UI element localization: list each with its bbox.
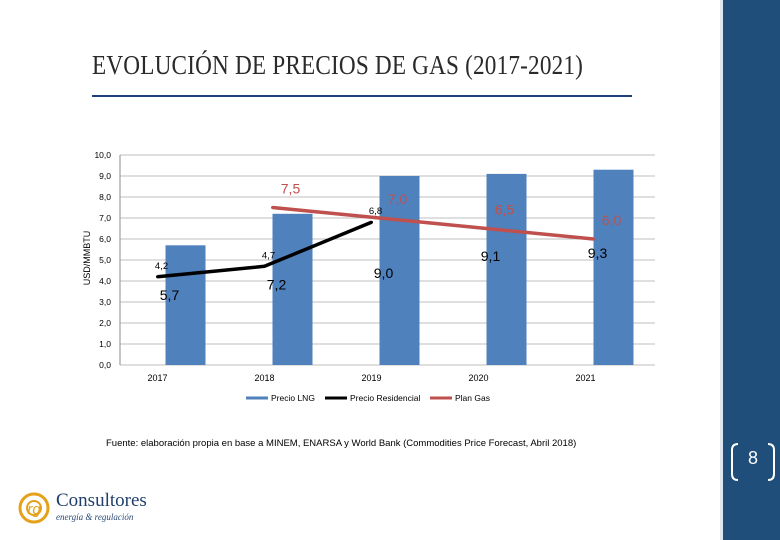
bracket-icon (731, 443, 775, 481)
plan-gas-data-label: 7,0 (388, 191, 408, 207)
slide-title: EVOLUCIÓN DE PRECIOS DE GAS (2017-2021) (92, 50, 584, 80)
x-tick-label: 2019 (361, 373, 381, 383)
residencial-data-label: 4,7 (262, 250, 275, 261)
legend-label: Precio LNG (271, 393, 315, 403)
legend: Precio LNG Precio Residencial Plan Gas (246, 393, 490, 403)
legend-label: Precio Residencial (350, 393, 421, 403)
x-tick-label: 2020 (468, 373, 488, 383)
y-axis-label: USD/MMBTU (82, 231, 92, 286)
source-note: Fuente: elaboración propia en base a MIN… (106, 438, 577, 449)
x-tick-labels: 2017 2018 2019 2020 2021 (147, 373, 595, 383)
y-tick-label: 9,0 (99, 171, 111, 181)
bar-data-label: 7,2 (267, 276, 287, 292)
x-tick-label: 2017 (147, 373, 167, 383)
plan-gas-data-label: 6,5 (495, 202, 515, 218)
logo-name: Consultores (56, 490, 147, 511)
plan-gas-data-label: 6,0 (602, 212, 622, 228)
x-tick-label: 2021 (575, 373, 595, 383)
data-labels: 5,7 7,2 9,0 9,1 9,3 4,2 4,7 6,8 7,5 7,0 6,5 6,0 (155, 181, 622, 303)
sidebar-edge (720, 0, 723, 540)
title-underline (92, 95, 632, 97)
series-point (592, 237, 595, 241)
y-tick-label: 5,0 (99, 255, 111, 265)
page-number-box: 8 (729, 442, 777, 482)
page-number: 8 (747, 448, 758, 468)
company-logo: rg Consultores energía & regulación (18, 490, 178, 530)
y-tick-label: 0,0 (99, 360, 111, 370)
y-tick-label: 7,0 (99, 213, 111, 223)
gas-price-chart: 0,0 1,0 2,0 3,0 4,0 5,0 6,0 7,0 8,0 9,0 10,0 USD/M… (82, 150, 655, 403)
bar (379, 176, 420, 365)
logo-tagline: energía & regulación (56, 512, 134, 522)
y-tick-label: 4,0 (99, 276, 111, 286)
logo-mark-icon: rg (18, 492, 50, 524)
logo-mark-text: rg (27, 501, 41, 518)
y-tick-labels: 0,0 1,0 2,0 3,0 4,0 5,0 6,0 7,0 8,0 9,0 10,0 (94, 150, 111, 370)
series-point (370, 220, 373, 224)
series-point (156, 275, 159, 279)
y-tick-label: 2,0 (99, 318, 111, 328)
legend-label: Plan Gas (455, 393, 490, 403)
bars (165, 169, 634, 365)
bar-data-label: 9,3 (588, 245, 608, 261)
y-tick-label: 10,0 (94, 150, 111, 160)
series-lines (156, 205, 595, 279)
series-point (485, 227, 488, 230)
y-tick-label: 3,0 (99, 297, 111, 307)
series-point (378, 216, 381, 220)
y-tick-label: 6,0 (99, 234, 111, 244)
bar-data-label: 5,7 (160, 287, 180, 303)
x-tick-label: 2018 (254, 373, 274, 383)
plan-gas-data-label: 7,5 (281, 181, 301, 197)
residencial-data-label: 6,8 (369, 206, 382, 217)
residencial-data-label: 4,2 (155, 261, 168, 272)
series-point (271, 206, 274, 209)
bar-data-label: 9,0 (374, 265, 394, 281)
bar (593, 169, 634, 365)
bar (486, 173, 527, 365)
y-tick-label: 1,0 (99, 339, 111, 349)
series-point (263, 264, 266, 268)
bar-data-label: 9,1 (481, 248, 501, 264)
bar (165, 245, 206, 365)
series-line-plan-gas (272, 205, 594, 241)
y-tick-label: 8,0 (99, 192, 111, 202)
bar (272, 213, 313, 365)
